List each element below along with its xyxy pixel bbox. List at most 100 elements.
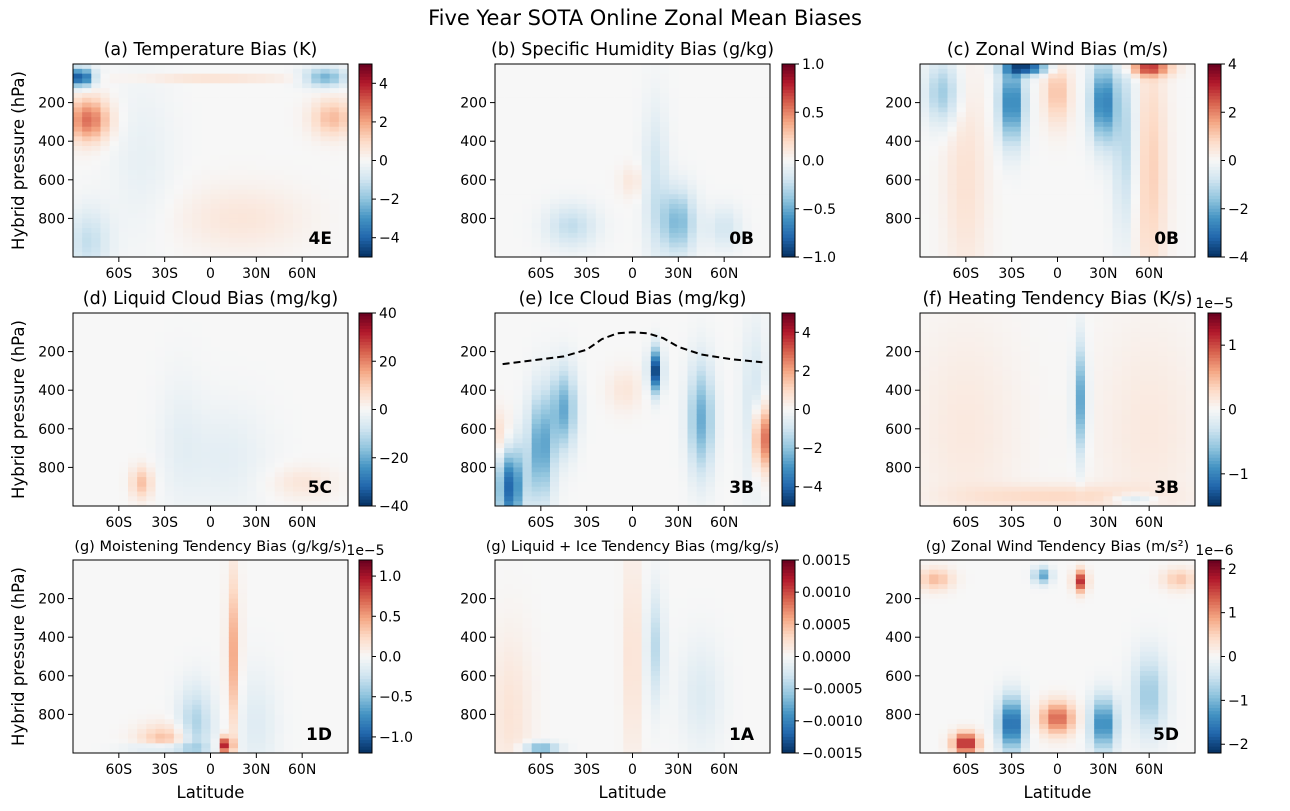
- colorbar-segment: [782, 83, 795, 87]
- heatmap-cell: [228, 366, 239, 372]
- heatmap-cell: [100, 481, 111, 488]
- x-tick-label: 30S: [573, 266, 600, 282]
- heatmap-cell: [929, 88, 939, 94]
- heatmap-cell: [938, 117, 948, 123]
- heatmap-cell: [715, 150, 725, 157]
- heatmap-cell: [1185, 184, 1196, 190]
- heatmap-cell: [760, 160, 771, 166]
- heatmap-cell: [247, 97, 257, 104]
- heatmap-cell: [192, 131, 202, 137]
- heatmap-cell: [696, 107, 707, 113]
- heatmap-cell: [632, 184, 643, 190]
- heatmap-cell: [1011, 73, 1022, 79]
- heatmap-cell: [641, 121, 652, 128]
- heatmap-cell: [82, 457, 92, 463]
- heatmap-cell: [155, 150, 166, 157]
- heatmap-cell: [128, 452, 138, 459]
- heatmap-cell: [311, 92, 321, 99]
- heatmap-cell: [91, 237, 101, 243]
- heatmap-cell: [687, 252, 698, 258]
- heatmap-cell: [641, 83, 652, 89]
- heatmap-cell: [293, 452, 303, 459]
- heatmap-cell: [137, 433, 147, 439]
- heatmap-cell: [1057, 141, 1068, 147]
- heatmap-cell: [293, 370, 303, 377]
- heatmap-cell: [495, 97, 505, 104]
- heatmap-cell: [975, 165, 985, 171]
- heatmap-cell: [1002, 228, 1013, 234]
- heatmap-cell: [274, 443, 285, 449]
- heatmap-cell: [577, 107, 588, 113]
- heatmap-cell: [338, 112, 349, 118]
- heatmap-cell: [1158, 117, 1168, 123]
- heatmap-cell: [920, 88, 930, 94]
- heatmap-cell: [678, 107, 688, 113]
- heatmap-cell: [137, 218, 147, 224]
- heatmap-cell: [256, 150, 266, 157]
- heatmap-cell: [568, 155, 578, 161]
- colorbar-segment: [359, 137, 372, 142]
- heatmap-cell: [82, 174, 92, 181]
- heatmap-cell: [1075, 208, 1086, 214]
- heatmap-cell: [1085, 228, 1095, 234]
- heatmap-cell: [984, 64, 994, 70]
- heatmap-cell: [550, 252, 560, 258]
- heatmap-cell: [311, 467, 321, 473]
- heatmap-cell: [118, 395, 129, 401]
- heatmap-cell: [1149, 107, 1159, 113]
- heatmap-cell: [1185, 97, 1196, 104]
- heatmap-cell: [1112, 242, 1123, 248]
- heatmap-cell: [696, 213, 707, 219]
- colorbar-segment: [782, 70, 795, 75]
- heatmap-cell: [660, 194, 670, 200]
- heatmap-cell: [929, 199, 939, 205]
- heatmap-cell: [1075, 102, 1086, 108]
- heatmap-cell: [650, 97, 661, 104]
- heatmap-cell: [1112, 97, 1123, 104]
- heatmap-cell: [164, 346, 175, 352]
- heatmap-cell: [219, 223, 230, 229]
- heatmap-cell: [1112, 179, 1123, 186]
- heatmap-cell: [164, 390, 175, 396]
- heatmap-cell: [641, 102, 652, 108]
- heatmap-cell: [73, 322, 83, 328]
- heatmap-cell: [201, 486, 211, 492]
- heatmap-cell: [1149, 73, 1159, 79]
- heatmap-cell: [760, 88, 771, 94]
- heatmap-cell: [751, 78, 762, 84]
- heatmap-cell: [265, 433, 276, 439]
- heatmap-cell: [73, 102, 83, 108]
- colorbar-segment: [1208, 170, 1221, 174]
- heatmap-cell: [1030, 174, 1040, 181]
- heatmap-cell: [82, 232, 92, 239]
- heatmap-cell: [228, 448, 239, 454]
- heatmap-cell: [975, 97, 985, 104]
- heatmap-cell: [540, 165, 551, 171]
- heatmap-cell: [984, 117, 994, 123]
- heatmap-cell: [302, 462, 312, 468]
- heatmap-cell: [210, 327, 221, 333]
- heatmap-cell: [293, 501, 303, 507]
- heatmap-cell: [247, 481, 257, 488]
- heatmap-cell: [247, 179, 257, 186]
- heatmap-cell: [550, 83, 560, 89]
- heatmap-cell: [238, 452, 248, 459]
- heatmap-cell: [146, 194, 156, 200]
- heatmap-cell: [73, 332, 83, 338]
- heatmap-cell: [595, 213, 606, 219]
- heatmap-cell: [1121, 165, 1132, 171]
- heatmap-cell: [320, 102, 331, 108]
- heatmap-cell: [201, 385, 211, 391]
- heatmap-cell: [128, 223, 138, 229]
- heatmap-cell: [1085, 203, 1095, 210]
- heatmap-cell: [137, 317, 147, 324]
- heatmap-cell: [155, 332, 166, 338]
- heatmap-cell: [201, 491, 211, 497]
- heatmap-cell: [715, 218, 725, 224]
- heatmap-cell: [320, 433, 331, 439]
- heatmap-cell: [504, 208, 514, 214]
- heatmap-cell: [265, 399, 276, 406]
- heatmap-cell: [705, 208, 716, 214]
- colorbar-segment: [782, 221, 795, 226]
